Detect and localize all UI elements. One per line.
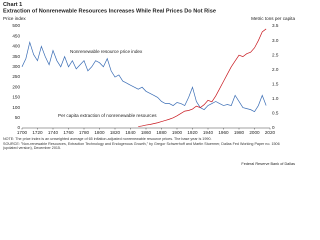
y2-tick-label: 0 — [272, 125, 275, 130]
x-tick-label: 2020 — [265, 130, 276, 135]
y-tick-label: 150 — [12, 95, 20, 100]
y-tick-label: 300 — [12, 64, 20, 69]
x-tick-label: 1760 — [63, 130, 74, 135]
y2-tick-label: 1.0 — [272, 96, 279, 101]
series-label: Per capita extraction of nonrenewable re… — [58, 113, 157, 118]
credit: Federal Reserve Bank of Dallas — [241, 162, 295, 166]
chart-label: Chart 1 — [3, 2, 22, 8]
y-tick-label: 250 — [12, 74, 20, 79]
y2-tick-label: 3.0 — [272, 38, 279, 43]
x-tick-label: 1740 — [48, 130, 59, 135]
y-tick-label: 450 — [12, 33, 20, 38]
x-tick-label: 1920 — [187, 130, 198, 135]
y2-tick-label: 2.5 — [272, 52, 279, 57]
y2-tick-label: 1.5 — [272, 82, 279, 87]
x-tick-label: 1980 — [234, 130, 245, 135]
y-tick-label: 200 — [12, 84, 20, 89]
series-label: Nonrenewable resource price index — [70, 49, 143, 54]
x-tick-label: 1860 — [141, 130, 152, 135]
y-axis-title: Price index — [3, 16, 26, 21]
y2-tick-label: 3.5 — [272, 23, 279, 28]
x-tick-label: 1820 — [110, 130, 121, 135]
series-line — [21, 41, 267, 113]
y-tick-label: 0 — [17, 125, 20, 130]
footnote: NOTE: The price index is an unweighted a… — [3, 137, 280, 151]
y-tick-label: 50 — [15, 115, 21, 120]
y-tick-label: 350 — [12, 54, 20, 59]
x-tick-label: 1940 — [203, 130, 214, 135]
y-tick-label: 400 — [12, 44, 20, 49]
series-line — [138, 28, 267, 127]
x-tick-label: 1960 — [218, 130, 229, 135]
y2-tick-label: 2.0 — [272, 67, 279, 72]
chart: Chart 1 Extraction of Nonrenewable Resou… — [3, 2, 295, 166]
x-tick-label: 2000 — [249, 130, 260, 135]
x-tick-label: 1880 — [156, 130, 167, 135]
y-tick-label: 500 — [12, 23, 20, 28]
y2-tick-label: 0.5 — [272, 111, 279, 116]
x-tick-label: 1800 — [94, 130, 105, 135]
note: NOTE: The price index is an unweighted a… — [3, 137, 212, 141]
y-tick-label: 100 — [12, 105, 20, 110]
source: SOURCE: "Non-renewable Resources, Extrac… — [3, 141, 280, 151]
x-tick-label: 1900 — [172, 130, 183, 135]
chart-title: Extraction of Nonrenewable Resources Inc… — [3, 8, 216, 14]
y2-axis-title: Metric tons per capita — [251, 16, 295, 21]
x-tick-label: 1840 — [125, 130, 136, 135]
x-tick-label: 1780 — [79, 130, 90, 135]
x-tick-label: 1720 — [32, 130, 43, 135]
x-tick-label: 1700 — [17, 130, 28, 135]
